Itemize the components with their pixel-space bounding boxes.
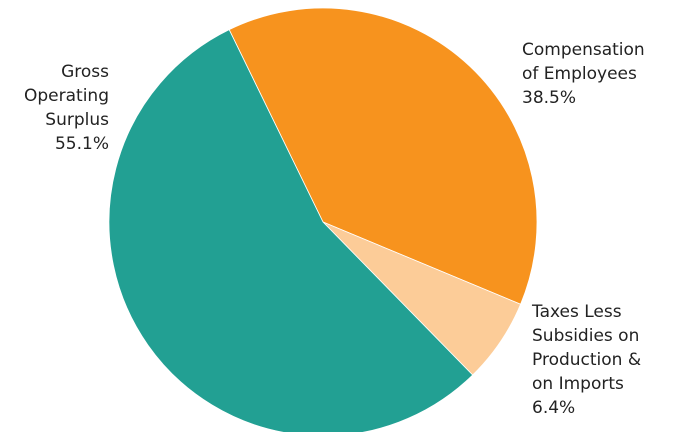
slice-label-line: on Imports xyxy=(532,374,624,394)
slice-label-gross-operating-surplus: Gross Operating Surplus 55.1% xyxy=(24,60,109,156)
pie-slice-gross-operating-surplus xyxy=(108,29,474,432)
pie-slice-compensation xyxy=(228,7,538,305)
slice-value-label: 38.5% xyxy=(522,88,577,108)
slice-label-line: Taxes Less xyxy=(532,302,622,322)
slice-label-compensation: Compensation of Employees 38.5% xyxy=(522,38,645,110)
slice-label-line: of Employees xyxy=(522,64,637,84)
slice-label-line: Compensation xyxy=(522,40,645,60)
slice-label-line: Production & xyxy=(532,350,642,370)
slice-label-line: Operating xyxy=(24,86,109,106)
slice-label-taxes: Taxes Less Subsidies on Production & on … xyxy=(532,300,641,420)
slice-value-label: 6.4% xyxy=(532,398,576,418)
slice-label-line: Subsidies on xyxy=(532,326,640,346)
slice-label-line: Surplus xyxy=(45,110,109,130)
slice-value-label: 55.1% xyxy=(54,134,109,154)
slice-label-line: Gross xyxy=(61,62,109,82)
